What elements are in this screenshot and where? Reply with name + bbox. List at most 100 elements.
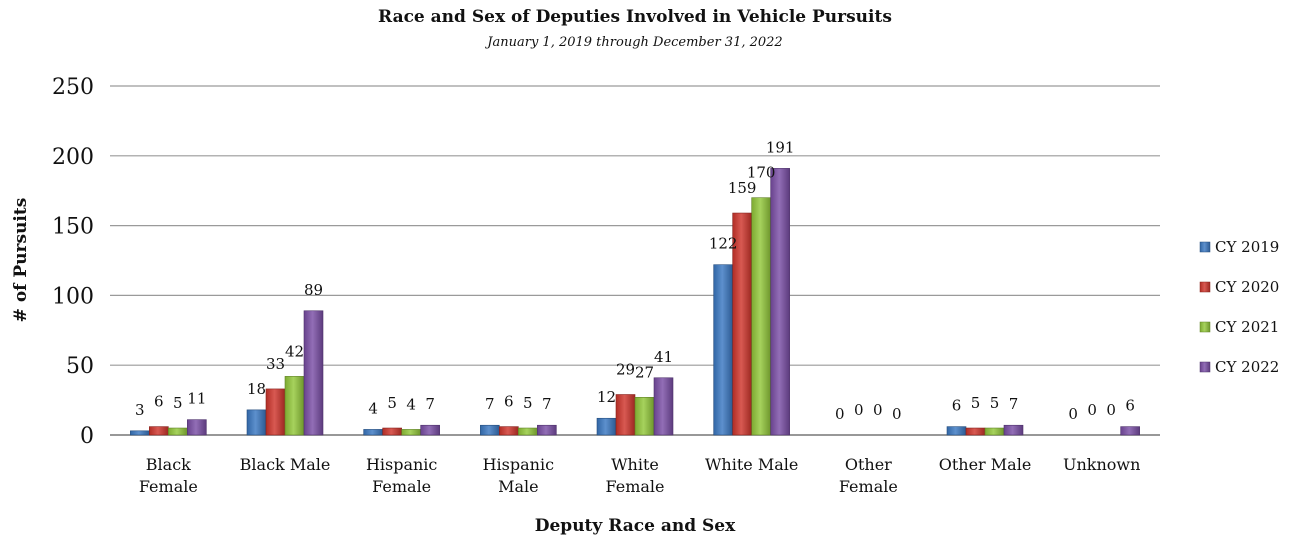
y-axis-title: # of Pursuits [11,198,31,323]
data-label: 159 [728,179,757,197]
legend-swatch [1199,241,1211,253]
data-label: 7 [542,395,552,413]
gridlines [110,85,1160,436]
bar [770,168,790,436]
legend-label: CY 2022 [1215,358,1279,376]
y-tick-label: 150 [52,215,94,240]
bar [187,419,207,436]
bar [751,197,771,436]
legend-swatch [1199,281,1211,293]
chart-title: Race and Sex of Deputies Involved in Veh… [378,7,892,27]
bar [246,409,267,436]
bars [130,168,1140,436]
data-label: 170 [747,164,776,182]
y-tick-label: 50 [66,354,94,379]
bar [284,376,305,436]
x-tick-label: Unknown [1063,455,1140,474]
x-tick-label: Black [146,455,191,474]
x-axis-title: Deputy Race and Sex [535,516,736,536]
data-label: 33 [266,355,285,373]
x-tick-label: Other Male [939,455,1032,474]
data-label: 42 [285,342,304,360]
x-tick-label: Female [372,477,431,496]
bar [149,426,169,436]
data-label: 6 [154,393,164,411]
bar [420,424,440,436]
legend-swatch [1199,321,1211,333]
bar [303,310,324,436]
bar [596,417,617,436]
bar [265,388,286,436]
data-label: 5 [387,394,397,412]
x-tick-label: White Male [705,455,798,474]
x-tick-label: Female [606,477,665,496]
data-label: 5 [971,394,981,412]
bar [984,427,1005,436]
bar [168,427,188,436]
data-label: 27 [635,363,654,381]
bar [1120,426,1140,436]
data-label: 7 [1009,395,1019,413]
y-tick-label: 200 [52,145,94,170]
data-label: 0 [892,405,902,423]
data-label: 4 [406,395,416,413]
y-tick-label: 100 [52,284,94,309]
x-tick-label: Female [839,477,898,496]
x-tick-label: Other [845,455,892,474]
bar [634,397,655,436]
y-axis-ticks: 0 50 100 150 200 250 [52,75,94,449]
data-label: 41 [654,348,673,366]
bar [499,426,519,436]
x-axis-ticks: Black Female Black Male Hispanic Female Hispa… [139,455,1141,496]
data-label: 18 [247,380,266,398]
legend-label: CY 2019 [1215,238,1279,256]
data-label: 122 [709,235,738,253]
data-label: 0 [835,405,845,423]
data-label: 0 [873,401,883,419]
bar [1003,424,1024,436]
data-label: 29 [616,361,635,379]
x-tick-label: White [611,455,659,474]
bar [713,264,733,436]
x-tick-label: Male [498,477,539,496]
data-label: 5 [990,394,1000,412]
data-label: 6 [952,397,962,415]
x-tick-label: Female [139,477,198,496]
legend-label: CY 2020 [1215,278,1279,296]
bar [363,429,383,436]
bar [480,424,500,436]
bar [946,426,967,436]
data-label: 12 [597,388,616,406]
data-label: 0 [1068,405,1078,423]
bar [653,377,674,436]
bar [401,429,421,436]
x-tick-label: Black Male [240,455,331,474]
data-label: 7 [485,395,495,413]
data-label: 6 [1125,397,1135,415]
data-label: 11 [187,390,206,408]
legend-label: CY 2021 [1215,318,1279,336]
data-label: 4 [368,399,378,417]
bar [537,424,557,436]
data-label: 5 [173,394,183,412]
data-label: 7 [425,395,435,413]
legend: CY 2019 CY 2020 CY 2021 CY 2022 [1199,238,1279,376]
data-label: 3 [135,401,145,419]
data-label: 89 [304,281,323,299]
data-label: 191 [766,138,795,156]
bar [518,427,538,436]
data-label: 5 [523,394,533,412]
bar [130,430,150,436]
data-label: 0 [854,401,864,419]
y-tick-label: 0 [80,424,94,449]
y-tick-label: 250 [52,75,94,100]
bar [382,427,402,436]
data-label: 0 [1106,401,1116,419]
x-tick-label: Hispanic [366,455,437,474]
bar [965,427,986,436]
legend-swatch [1199,361,1211,373]
chart-subtitle: January 1, 2019 through December 31, 202… [484,35,782,50]
